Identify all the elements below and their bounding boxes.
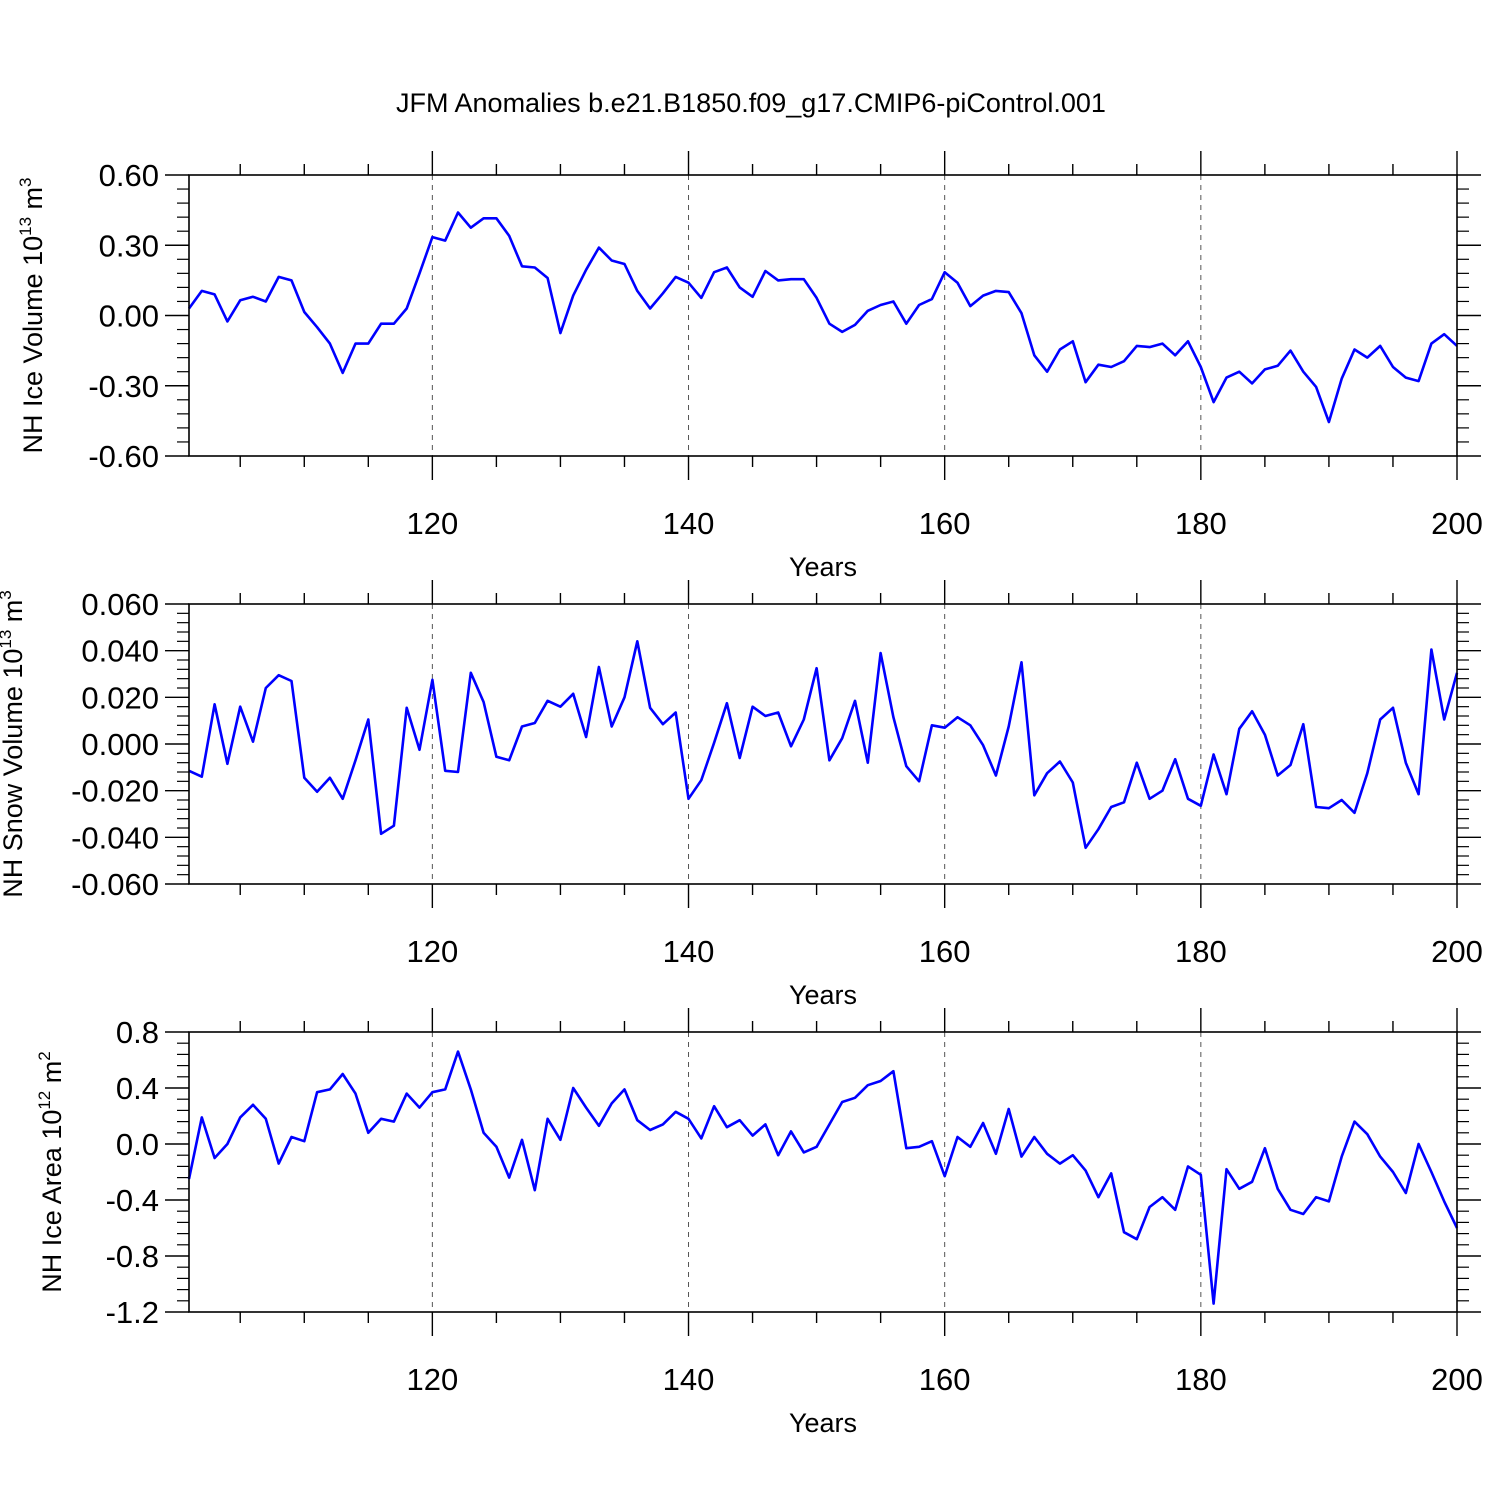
ice-volume-xtick-label: 120 bbox=[406, 506, 458, 541]
ice-volume-xtick-label: 200 bbox=[1431, 506, 1483, 541]
ice-area-ytick-label: 0.4 bbox=[116, 1071, 159, 1106]
ice-area-ytick-label: -0.8 bbox=[106, 1239, 159, 1274]
snow-volume-xtick-label: 200 bbox=[1431, 934, 1483, 969]
panels: 0.60 0.30 0.00 -0.30 -0.60 120 140 160 180 200 Yea… bbox=[0, 151, 1483, 1438]
chart-title: JFM Anomalies b.e21.B1850.f09_g17.CMIP6-… bbox=[396, 88, 1106, 118]
ice-volume-ytick-label: 0.00 bbox=[99, 299, 159, 334]
ice-volume-ytick-label: -0.30 bbox=[88, 369, 159, 404]
ice-volume-y-axis-label: NH Ice Volume 1013 m3 bbox=[16, 178, 48, 454]
snow-volume-xtick-label: 120 bbox=[406, 934, 458, 969]
ice-volume-xtick-label: 140 bbox=[663, 506, 715, 541]
ice-area-plot-frame bbox=[188, 1031, 1458, 1313]
panel-ice-area: 0.8 0.4 0.0 -0.4 -0.8 -1.2 120 140 160 180 200 Year… bbox=[35, 1008, 1483, 1438]
ice-area-xtick-label: 120 bbox=[406, 1362, 458, 1397]
ice-volume-x-axis-label: Years bbox=[789, 552, 857, 582]
ice-area-ytick-label: -1.2 bbox=[106, 1295, 159, 1330]
snow-volume-series-line bbox=[188, 639, 1459, 850]
ice-area-x-axis-label: Years bbox=[789, 1408, 857, 1438]
panel-snow-volume: 0.060 0.040 0.020 0.000 -0.020 -0.040 -0.060 12… bbox=[0, 580, 1483, 1010]
ice-volume-xtick-label: 160 bbox=[919, 506, 971, 541]
ice-area-xtick-label: 140 bbox=[663, 1362, 715, 1397]
ice-volume-xtick-label: 180 bbox=[1175, 506, 1227, 541]
ice-volume-ytick-label: 0.60 bbox=[99, 158, 159, 193]
snow-volume-xtick-label: 180 bbox=[1175, 934, 1227, 969]
snow-volume-ytick-label: 0.020 bbox=[81, 680, 159, 715]
ice-volume-plot-frame bbox=[188, 174, 1458, 457]
snow-volume-y-axis-label: NH Snow Volume 1013 m3 bbox=[0, 590, 28, 898]
snow-volume-ytick-label: -0.040 bbox=[71, 820, 159, 855]
panel-ice-volume: 0.60 0.30 0.00 -0.30 -0.60 120 140 160 180 200 Yea… bbox=[16, 151, 1483, 582]
ice-area-ytick-label: 0.0 bbox=[116, 1127, 159, 1162]
snow-volume-ytick-label: 0.040 bbox=[81, 634, 159, 669]
snow-volume-ytick-label: -0.060 bbox=[71, 867, 159, 902]
ice-volume-ytick-label: -0.60 bbox=[88, 439, 159, 474]
ice-area-xtick-label: 180 bbox=[1175, 1362, 1227, 1397]
snow-volume-ytick-label: 0.000 bbox=[81, 727, 159, 762]
ice-area-xtick-label: 160 bbox=[919, 1362, 971, 1397]
snow-volume-x-axis-label: Years bbox=[789, 980, 857, 1010]
ice-volume-series-line bbox=[187, 211, 1458, 424]
ice-area-y-axis-label: NH Ice Area 1012 m2 bbox=[35, 1051, 67, 1292]
snow-volume-ytick-label: 0.060 bbox=[81, 587, 159, 622]
ice-volume-ytick-label: 0.30 bbox=[99, 228, 159, 263]
ice-area-ytick-label: -0.4 bbox=[106, 1183, 159, 1218]
snow-volume-xtick-label: 160 bbox=[919, 934, 971, 969]
ice-area-ytick-label: 0.8 bbox=[116, 1015, 159, 1050]
snow-volume-plot-frame bbox=[188, 603, 1458, 885]
snow-volume-xtick-label: 140 bbox=[663, 934, 715, 969]
ice-area-xtick-label: 200 bbox=[1431, 1362, 1483, 1397]
ice-area-series-line bbox=[187, 1050, 1459, 1305]
snow-volume-ytick-label: -0.020 bbox=[71, 774, 159, 809]
